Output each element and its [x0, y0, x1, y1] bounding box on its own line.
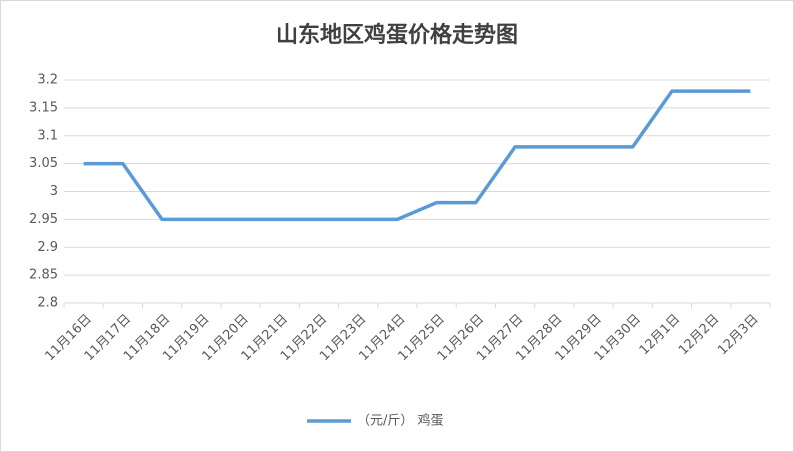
- y-tick-label: 3.1: [37, 128, 58, 143]
- y-tick-label: 2.9: [37, 240, 58, 255]
- data-line: [83, 89, 751, 222]
- y-tick-label: 3.05: [29, 156, 58, 171]
- y-tick-label: 2.85: [29, 268, 58, 283]
- chart-title: 山东地区鸡蛋价格走势图: [276, 22, 518, 48]
- y-tick-label: 3.15: [29, 100, 58, 115]
- y-tick-label: 3.2: [37, 73, 58, 88]
- y-tick-label: 2.8: [37, 296, 58, 311]
- legend-label: （元/斤） 鸡蛋: [357, 413, 444, 429]
- y-tick-label: 3: [50, 184, 58, 199]
- y-tick-label: 2.95: [29, 212, 58, 227]
